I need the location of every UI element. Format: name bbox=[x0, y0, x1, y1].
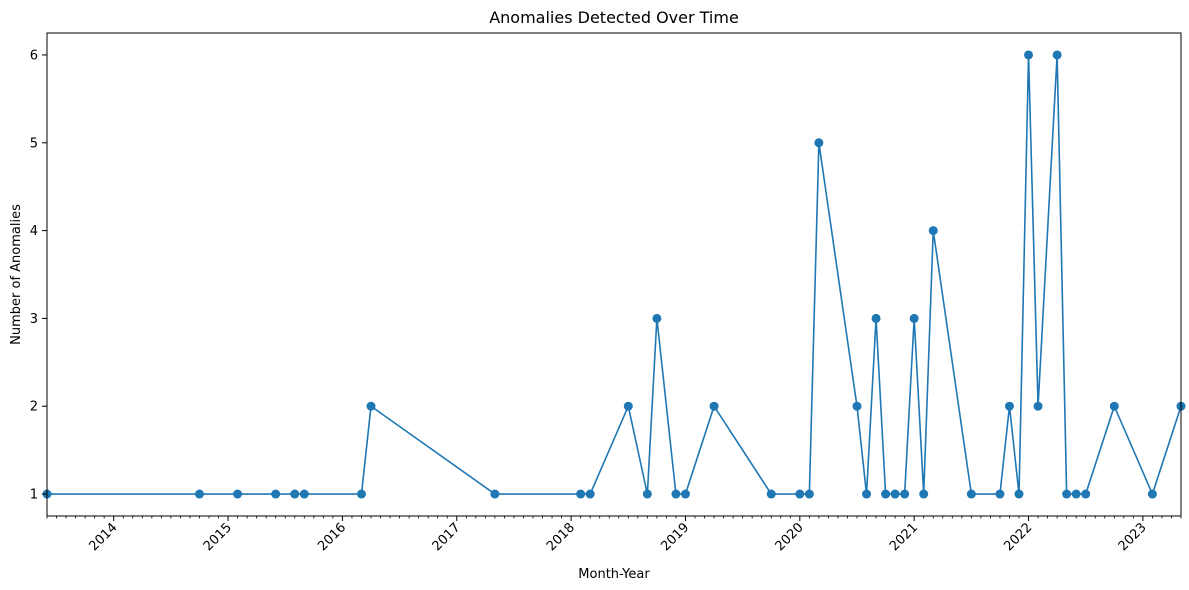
data-point bbox=[1109, 401, 1119, 411]
y-axis-title: Number of Anomalies bbox=[9, 204, 24, 345]
x-tick-label: 2015 bbox=[201, 520, 235, 554]
data-point bbox=[900, 489, 910, 499]
data-point bbox=[1014, 489, 1024, 499]
y-tick-label: 2 bbox=[30, 400, 38, 415]
data-point bbox=[919, 489, 929, 499]
y-tick-label: 5 bbox=[30, 136, 38, 151]
data-point bbox=[233, 489, 243, 499]
series-layer bbox=[42, 50, 1186, 499]
data-point bbox=[1071, 489, 1081, 499]
data-point bbox=[490, 489, 500, 499]
y-tick-label: 4 bbox=[30, 224, 38, 239]
x-axis-title: Month-Year bbox=[578, 567, 650, 582]
x-tick-label: 2018 bbox=[544, 520, 578, 554]
data-point bbox=[766, 489, 776, 499]
data-point bbox=[366, 401, 376, 411]
data-point bbox=[862, 489, 872, 499]
data-point bbox=[1147, 489, 1157, 499]
plot-area bbox=[42, 32, 1186, 517]
data-point bbox=[194, 489, 204, 499]
data-point bbox=[871, 313, 881, 323]
data-point bbox=[909, 313, 919, 323]
data-point bbox=[585, 489, 595, 499]
data-point bbox=[966, 489, 976, 499]
x-tick-label: 2016 bbox=[315, 520, 349, 554]
data-point bbox=[1081, 489, 1091, 499]
series-line bbox=[47, 54, 1182, 497]
data-point bbox=[1024, 50, 1034, 60]
data-point bbox=[1033, 401, 1043, 411]
data-point bbox=[804, 489, 814, 499]
data-point bbox=[680, 489, 690, 499]
y-tick-label: 1 bbox=[30, 488, 38, 503]
data-point bbox=[709, 401, 719, 411]
x-tick-label: 2019 bbox=[658, 520, 692, 554]
data-point bbox=[881, 489, 891, 499]
data-point bbox=[271, 489, 281, 499]
data-point bbox=[795, 489, 805, 499]
data-point bbox=[356, 489, 366, 499]
data-point bbox=[299, 489, 309, 499]
data-point bbox=[1052, 50, 1062, 60]
chart-title: Anomalies Detected Over Time bbox=[489, 8, 739, 27]
x-axis: 2014 2015 2016 2017 2018 2019 2020 2021 2022 2023 bbox=[46, 516, 1182, 554]
y-axis: 1 2 3 4 5 6 bbox=[30, 48, 47, 503]
data-point bbox=[642, 489, 652, 499]
y-tick-label: 3 bbox=[30, 312, 38, 327]
data-point bbox=[852, 401, 862, 411]
x-tick-label: 2023 bbox=[1116, 520, 1150, 554]
data-point bbox=[671, 489, 681, 499]
data-point bbox=[1004, 401, 1014, 411]
plot-frame bbox=[46, 32, 1182, 517]
data-point bbox=[1062, 489, 1072, 499]
data-point bbox=[623, 401, 633, 411]
x-tick-label: 2014 bbox=[87, 520, 121, 554]
data-point bbox=[995, 489, 1005, 499]
y-tick-label: 6 bbox=[30, 48, 38, 63]
data-point bbox=[576, 489, 586, 499]
data-point bbox=[652, 313, 662, 323]
data-point bbox=[290, 489, 300, 499]
x-tick-label: 2020 bbox=[773, 520, 807, 554]
x-tick-label: 2021 bbox=[887, 520, 921, 554]
data-point bbox=[814, 138, 824, 148]
x-tick-label: 2017 bbox=[430, 520, 464, 554]
x-tick-label: 2022 bbox=[1001, 520, 1035, 554]
data-point bbox=[890, 489, 900, 499]
data-point bbox=[928, 226, 938, 236]
